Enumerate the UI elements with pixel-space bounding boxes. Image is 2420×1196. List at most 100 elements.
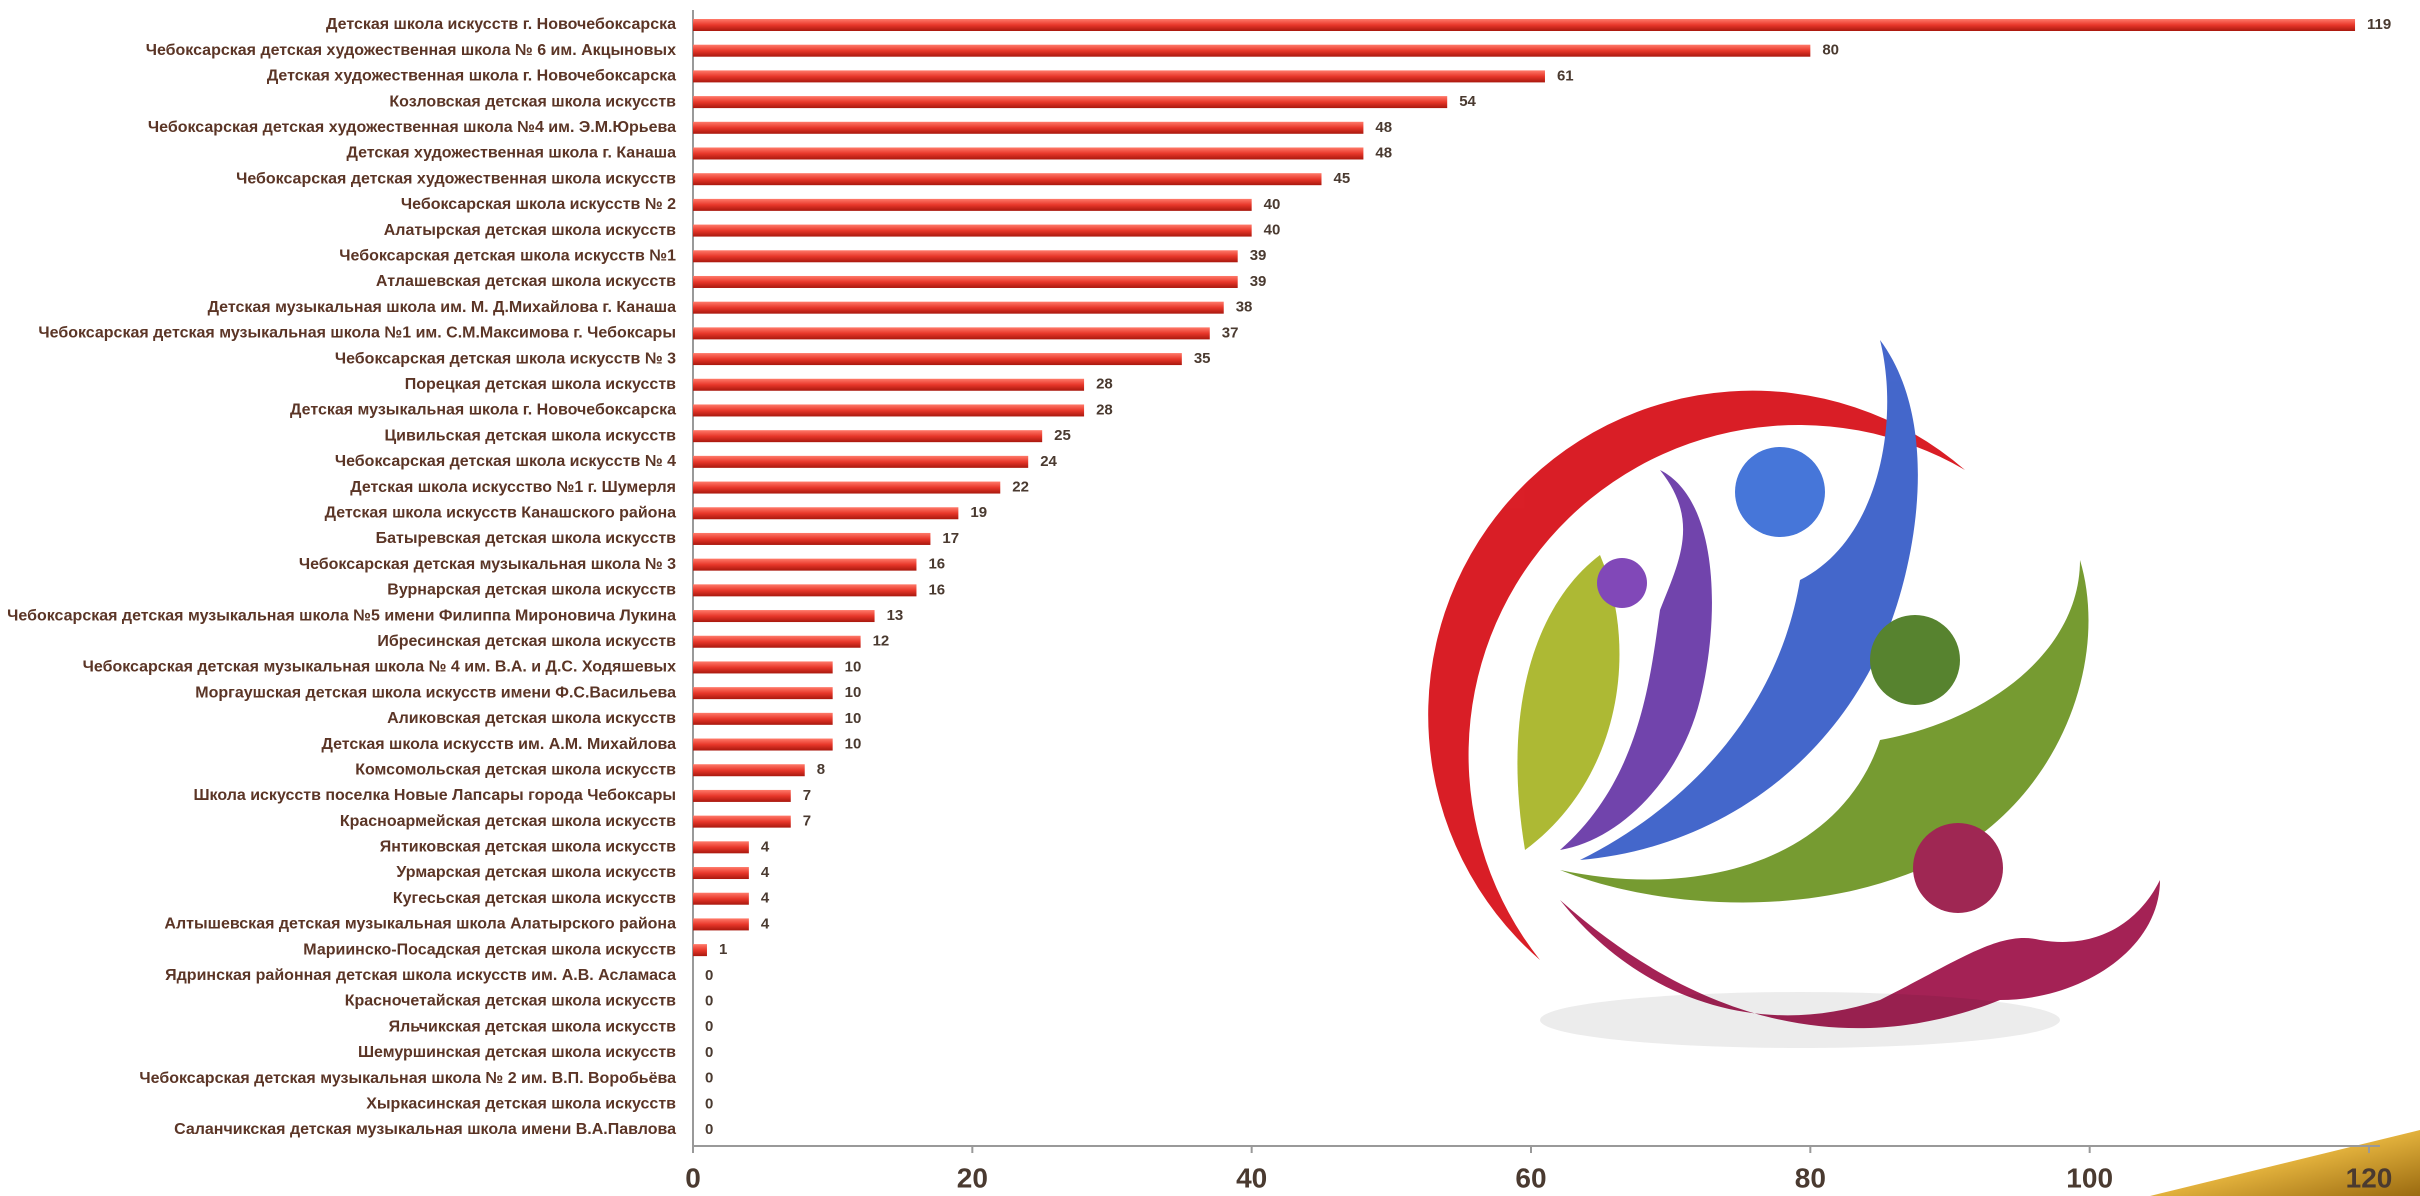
bar <box>693 739 833 751</box>
value-label: 10 <box>845 710 862 727</box>
y-tick-label: Чебоксарская детская школа искусств № 4 <box>335 453 676 470</box>
x-tick-label: 120 <box>2346 1162 2393 1193</box>
bar <box>693 610 875 622</box>
value-label: 4 <box>761 864 770 881</box>
y-tick-label: Порецкая детская школа искусств <box>405 376 676 393</box>
value-label: 12 <box>873 633 890 650</box>
value-label: 0 <box>705 992 713 1009</box>
y-tick-label: Чебоксарская детская школа искусств №1 <box>339 247 676 264</box>
bar <box>693 173 1322 185</box>
bar <box>693 816 791 828</box>
y-tick-label: Чебоксарская детская художественная школ… <box>236 170 676 187</box>
bar <box>693 250 1238 262</box>
value-label: 7 <box>803 813 811 830</box>
y-tick-label: Детская школа искусств г. Новочебоксарск… <box>326 16 676 33</box>
value-label: 28 <box>1096 376 1113 393</box>
x-tick-label: 80 <box>1795 1162 1826 1193</box>
y-tick-label: Алтышевская детская музыкальная школа Ал… <box>164 916 676 933</box>
y-tick-label: Детская художественная школа г. Канаша <box>346 145 676 162</box>
y-tick-label: Детская музыкальная школа г. Новочебокса… <box>290 402 676 419</box>
y-tick-label: Аликовская детская школа искусств <box>387 710 676 727</box>
y-tick-label: Чебоксарская детская музыкальная школа №… <box>83 659 676 676</box>
y-tick-label: Комсомольская детская школа искусств <box>355 761 676 778</box>
bar <box>693 379 1084 391</box>
y-tick-label: Чебоксарская детская музыкальная школа №… <box>139 1070 676 1087</box>
bar <box>693 893 749 905</box>
bar <box>693 764 805 776</box>
value-label: 16 <box>928 556 945 573</box>
value-label: 40 <box>1264 196 1281 213</box>
value-label: 4 <box>761 838 770 855</box>
value-label: 0 <box>705 1095 713 1112</box>
y-tick-label: Яльчикская детская школа искусств <box>389 1018 677 1035</box>
chart: 020406080100120Детская школа искусств г.… <box>0 0 2420 1196</box>
value-label: 37 <box>1222 324 1239 341</box>
x-tick-label: 0 <box>685 1162 701 1193</box>
bar <box>693 507 958 519</box>
bar <box>693 918 749 930</box>
y-tick-label: Ибресинская детская школа искусств <box>377 633 676 650</box>
value-label: 48 <box>1375 144 1392 161</box>
bar <box>693 636 861 648</box>
value-label: 10 <box>845 658 862 675</box>
y-tick-label: Детская школа искусств им. А.М. Михайлов… <box>322 736 677 753</box>
y-tick-label: Детская музыкальная школа им. М. Д.Михай… <box>208 299 677 316</box>
bar <box>693 687 833 699</box>
value-label: 48 <box>1375 119 1392 136</box>
value-label: 10 <box>845 684 862 701</box>
value-label: 10 <box>845 736 862 753</box>
value-label: 39 <box>1250 273 1267 290</box>
y-tick-label: Чебоксарская школа искусств № 2 <box>401 196 676 213</box>
y-tick-label: Кугесьская детская школа искусств <box>393 890 676 907</box>
value-label: 0 <box>705 1121 713 1138</box>
bar <box>693 867 749 879</box>
y-tick-label: Красночетайская детская школа искусств <box>345 993 676 1010</box>
bar <box>693 533 930 545</box>
y-tick-label: Школа искусств поселка Новые Лапсары гор… <box>193 787 676 804</box>
value-label: 17 <box>942 530 959 547</box>
value-label: 35 <box>1194 350 1211 367</box>
x-tick-label: 40 <box>1236 1162 1267 1193</box>
value-label: 39 <box>1250 247 1267 264</box>
page: 020406080100120Детская школа искусств г.… <box>0 0 2420 1196</box>
y-tick-label: Моргаушская детская школа искусств имени… <box>195 684 676 701</box>
y-tick-label: Батыревская детская школа искусств <box>376 530 677 547</box>
y-tick-label: Чебоксарская детская художественная школ… <box>148 119 676 136</box>
value-label: 80 <box>1822 42 1839 59</box>
bar <box>693 430 1042 442</box>
y-tick-label: Вурнарская детская школа искусств <box>387 582 676 599</box>
y-tick-label: Цивильская детская школа искусств <box>384 427 676 444</box>
y-tick-label: Чебоксарская детская музыкальная школа №… <box>7 607 676 624</box>
value-label: 4 <box>761 890 770 907</box>
bar <box>693 841 749 853</box>
value-label: 61 <box>1557 67 1574 84</box>
y-tick-label: Ядринская районная детская школа искусст… <box>165 967 676 984</box>
y-tick-label: Красноармейская детская школа искусств <box>340 813 676 830</box>
y-tick-label: Шемуршинская детская школа искусств <box>358 1044 676 1061</box>
value-label: 0 <box>705 1070 713 1087</box>
value-label: 40 <box>1264 222 1281 239</box>
bar <box>693 456 1028 468</box>
y-tick-label: Хыркасинская детская школа искусств <box>366 1096 676 1113</box>
bar <box>693 404 1084 416</box>
y-tick-label: Мариинско-Посадская детская школа искусс… <box>303 941 676 958</box>
value-label: 4 <box>761 915 770 932</box>
x-tick-label: 100 <box>2066 1162 2113 1193</box>
bar <box>693 790 791 802</box>
value-label: 25 <box>1054 427 1071 444</box>
bar <box>693 559 916 571</box>
value-label: 1 <box>719 941 727 958</box>
bar <box>693 45 1810 57</box>
value-label: 0 <box>705 1044 713 1061</box>
bar <box>693 302 1224 314</box>
y-tick-label: Янтиковская детская школа искусств <box>380 839 676 856</box>
y-tick-label: Детская школа искусств Канашского района <box>325 504 677 521</box>
value-label: 16 <box>928 581 945 598</box>
value-label: 45 <box>1334 170 1351 187</box>
y-tick-label: Чебоксарская детская школа искусств № 3 <box>335 350 676 367</box>
bar <box>693 147 1363 159</box>
value-label: 28 <box>1096 401 1113 418</box>
logo <box>1428 340 2160 1048</box>
y-tick-label: Детская художественная школа г. Новочебо… <box>267 68 676 85</box>
value-label: 0 <box>705 1018 713 1035</box>
